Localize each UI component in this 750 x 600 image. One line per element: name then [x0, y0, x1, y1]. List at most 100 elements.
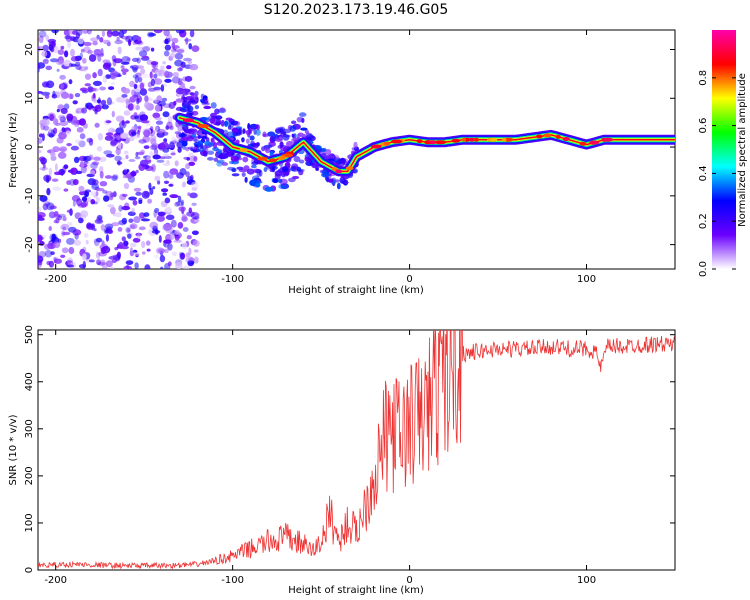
heatmap-cell [167, 243, 173, 251]
heatmap-cell [70, 145, 79, 151]
heatmap-cell [48, 226, 52, 231]
heatmap-cell [41, 50, 48, 57]
heatmap-cell [129, 223, 138, 230]
heatmap-cell [255, 129, 261, 136]
heatmap-cell [81, 196, 88, 203]
heatmap-cell [53, 220, 58, 224]
heatmap-cell [150, 78, 156, 87]
heatmap-cell [170, 152, 176, 156]
heatmap-cell [84, 66, 89, 70]
heatmap-cell [110, 267, 114, 269]
heatmap-cell [104, 223, 114, 230]
heatmap-hotspot [434, 140, 447, 145]
heatmap-cell [169, 194, 178, 199]
heatmap-cell [100, 224, 106, 231]
heatmap-cell [141, 218, 150, 222]
heatmap-cell [103, 39, 111, 45]
heatmap-cell [236, 166, 244, 170]
x-tick-label: -200 [44, 575, 67, 586]
heatmap-cell [135, 253, 139, 258]
heatmap-cell [255, 124, 260, 131]
heatmap-cell [110, 139, 118, 146]
heatmap-cell [246, 138, 250, 144]
heatmap-cell [146, 156, 151, 161]
heatmap-cell [143, 145, 150, 150]
heatmap-cell [61, 82, 66, 90]
heatmap-cell [123, 240, 129, 247]
heatmap-cell [63, 103, 70, 110]
heatmap-cell [43, 125, 50, 131]
heatmap-cell [142, 55, 149, 60]
heatmap-cell [100, 259, 106, 266]
heatmap-hotspot [579, 141, 587, 146]
heatmap-cell [105, 191, 114, 196]
heatmap-cell [173, 100, 177, 106]
heatmap-cell [80, 201, 87, 208]
heatmap-cell [174, 201, 180, 207]
heatmap-cell [306, 156, 310, 161]
heatmap-cell [131, 131, 137, 136]
heatmap-cell [242, 128, 246, 135]
heatmap-cell [83, 232, 89, 238]
heatmap-cell [263, 167, 268, 173]
heatmap-cell [187, 60, 192, 65]
heatmap-cell [137, 151, 145, 156]
heatmap-cell [82, 57, 87, 64]
heatmap-cell [163, 83, 167, 88]
heatmap-hotspot [473, 137, 480, 142]
heatmap-cell [291, 163, 299, 169]
heatmap-cell [135, 151, 139, 157]
heatmap-hotspot [504, 137, 514, 142]
heatmap-cell [112, 174, 119, 180]
heatmap-cell [164, 248, 169, 254]
heatmap-cell [141, 241, 146, 249]
heatmap-cell [185, 163, 191, 170]
heatmap-cell [94, 49, 102, 54]
heatmap-cell [235, 157, 243, 161]
heatmap-cell [174, 160, 179, 167]
heatmap-cell [61, 127, 66, 133]
heatmap-cell [221, 162, 228, 166]
heatmap-cell [188, 161, 196, 166]
heatmap-cell [48, 133, 55, 138]
heatmap-cell [172, 72, 179, 78]
heatmap-cell [140, 68, 146, 75]
heatmap-cell [72, 30, 78, 35]
heatmap-cell [252, 143, 259, 149]
heatmap-cell [50, 46, 55, 53]
heatmap-hotspot [370, 144, 382, 149]
y-tick-label: 10 [24, 92, 35, 105]
heatmap-cell [90, 191, 97, 196]
heatmap-hotspot [429, 140, 437, 145]
heatmap-cell [153, 254, 159, 259]
heatmap-cell [163, 223, 173, 231]
y-tick-label: 0 [24, 144, 35, 150]
heatmap-hotspot [416, 139, 423, 144]
heatmap-cell [293, 156, 301, 163]
heatmap-cell [81, 107, 87, 114]
heatmap-cell [181, 140, 188, 147]
heatmap-cell [48, 260, 55, 268]
heatmap-cell [296, 133, 301, 140]
heatmap-cell [291, 120, 297, 125]
heatmap-cell [62, 217, 67, 221]
heatmap-cell [62, 82, 68, 89]
y-tick-label: 400 [24, 372, 35, 391]
heatmap-cell [111, 175, 118, 181]
heatmap-cell [163, 170, 170, 179]
heatmap-cell [168, 183, 174, 187]
heatmap-cell [135, 169, 139, 174]
heatmap-cell [207, 156, 214, 161]
heatmap-cell [62, 231, 71, 236]
heatmap-cell [146, 248, 151, 252]
heatmap-cell [286, 140, 293, 147]
heatmap-cell [119, 132, 129, 140]
heatmap-cell [231, 173, 240, 177]
heatmap-cell [112, 255, 121, 261]
heatmap-cell [301, 117, 305, 123]
heatmap-cell [231, 168, 237, 173]
heatmap-cell [135, 105, 141, 111]
heatmap-cell [57, 49, 65, 55]
heatmap-cell [67, 41, 71, 49]
